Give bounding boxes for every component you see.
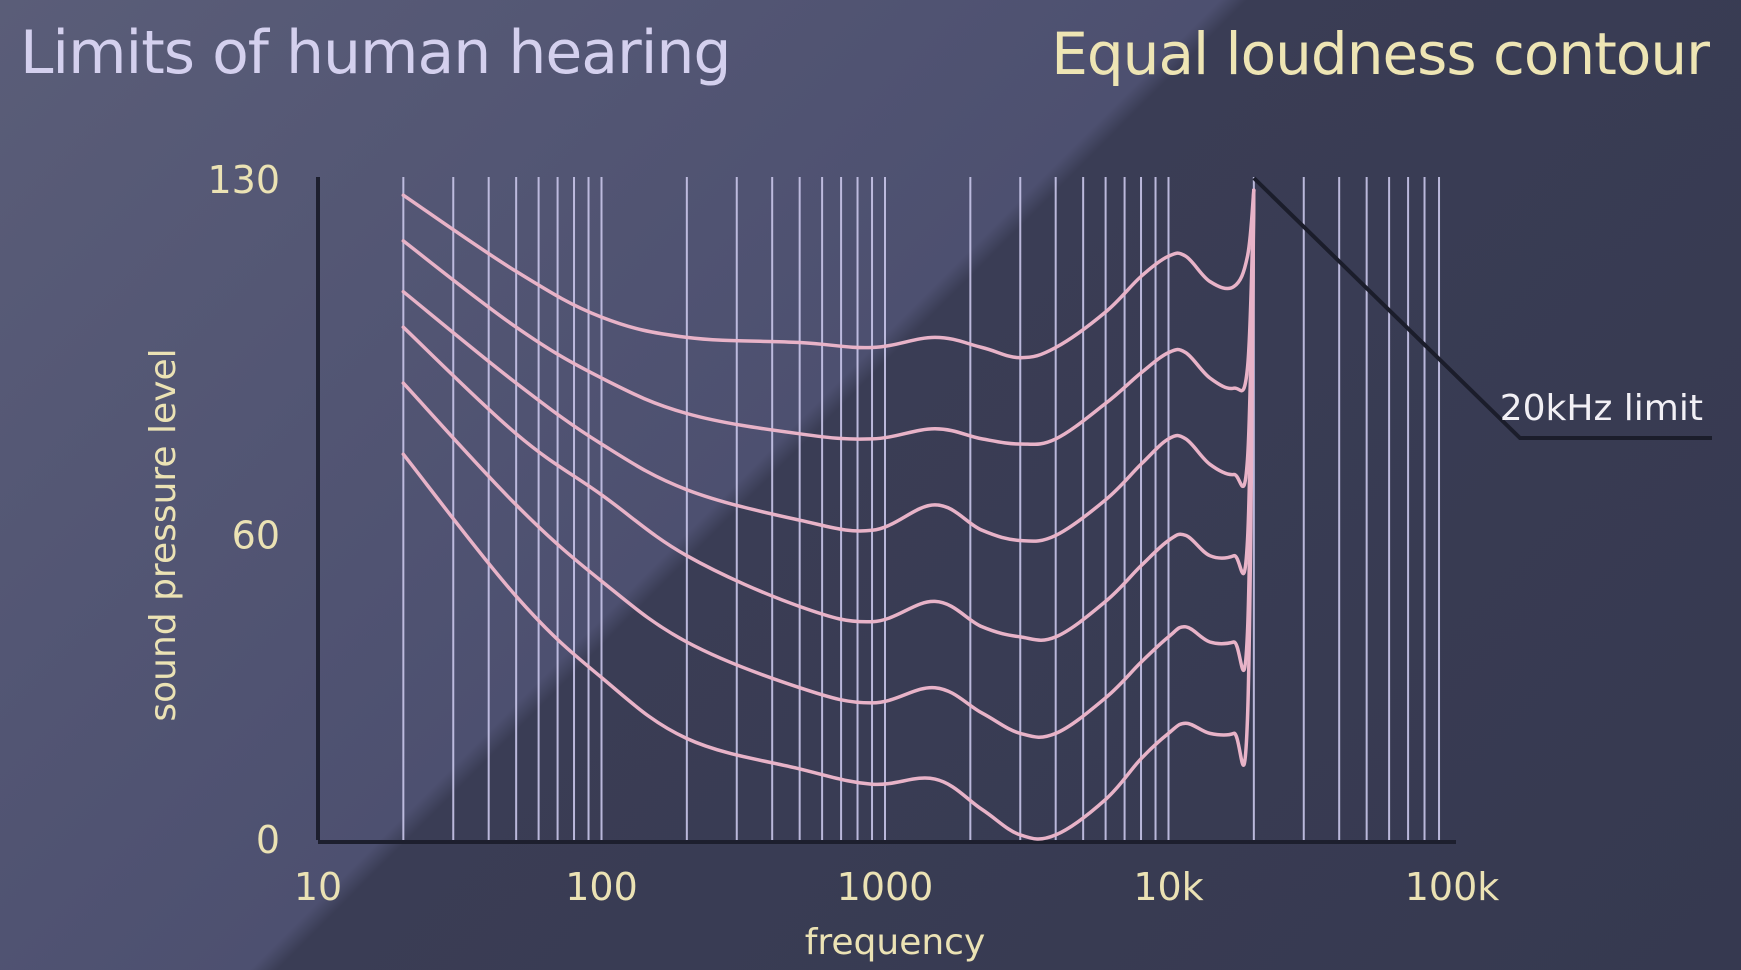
loudness-curve-6 <box>401 188 1256 841</box>
tick-labels: 10 100 1000 10k 100k 0 60 130 <box>207 158 1499 909</box>
x-tick-label-1000: 1000 <box>837 865 934 909</box>
gridlines <box>402 177 1441 840</box>
x-tick-label-10k: 10k <box>1133 865 1203 909</box>
page-title: Limits of human hearing <box>20 18 732 88</box>
axes <box>316 177 1456 844</box>
loudness-curve-5 <box>401 188 1256 739</box>
loudness-curve-2 <box>401 188 1256 447</box>
x-axis-title: frequency <box>805 922 986 963</box>
y-tick-label-0: 0 <box>256 818 280 862</box>
annotation-20khz-limit: 20kHz limit <box>1252 176 1712 440</box>
x-tick-label-100k: 100k <box>1405 865 1500 909</box>
loudness-curve-3 <box>401 188 1256 543</box>
loudness-curve-4 <box>401 188 1256 642</box>
x-tick-label-10: 10 <box>294 865 342 909</box>
y-axis-title: sound pressure level <box>143 348 184 721</box>
x-tick-label-100: 100 <box>565 865 638 909</box>
y-tick-label-130: 130 <box>207 158 280 202</box>
loudness-curves <box>401 188 1256 841</box>
annotation-leader-line <box>1252 176 1712 440</box>
y-tick-label-60: 60 <box>232 513 280 557</box>
loudness-curve-1 <box>401 188 1256 360</box>
annotation-label: 20kHz limit <box>1500 388 1703 429</box>
chart-subtitle: Equal loudness contour <box>1051 20 1710 88</box>
